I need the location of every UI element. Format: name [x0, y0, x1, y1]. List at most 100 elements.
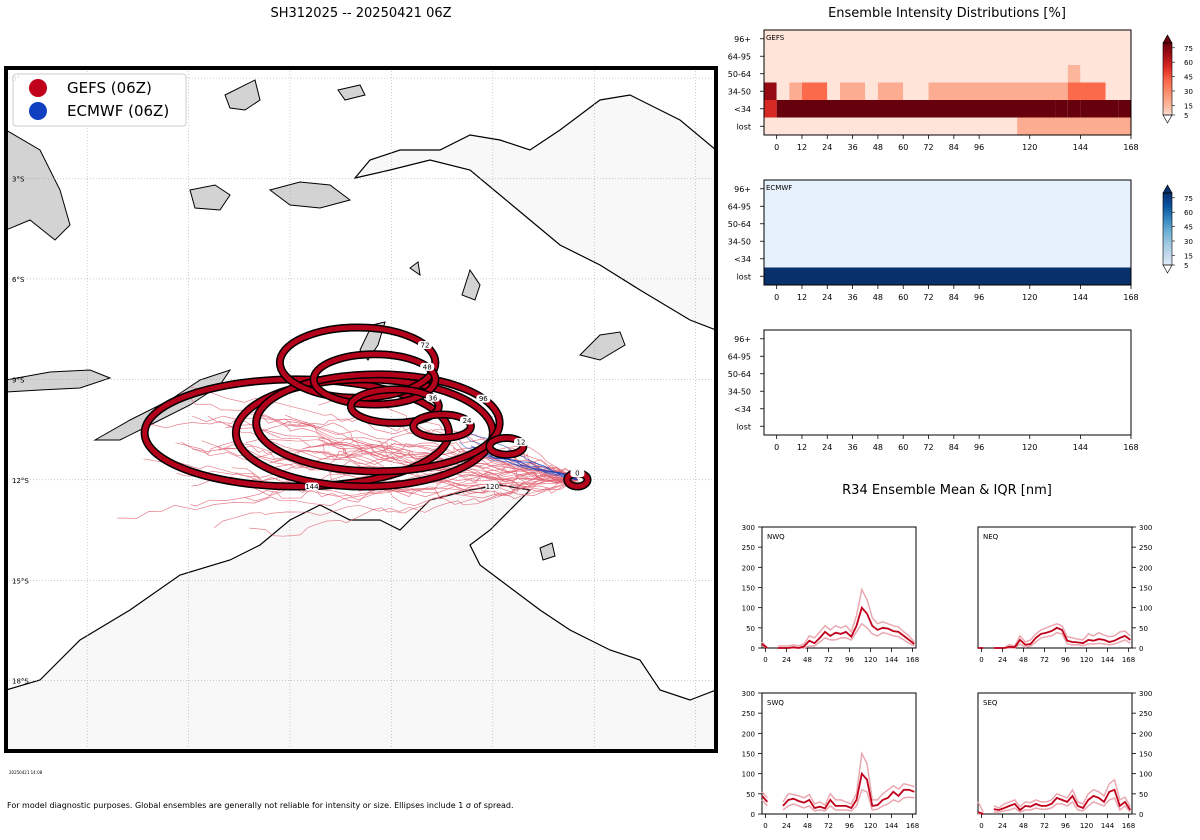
colorbar-swatch — [1163, 55, 1172, 58]
heatmap-x-label: 96 — [974, 443, 984, 452]
ellipse-label-72: 72 — [417, 341, 432, 350]
colorbar-swatch — [1163, 80, 1172, 84]
heatmap-cell — [928, 82, 1068, 100]
mean-line — [761, 771, 915, 810]
heatmap-cell — [1067, 82, 1106, 100]
colorbar-swatch — [1163, 52, 1172, 55]
map-legend: GEFS (06Z) ECMWF (06Z) — [12, 73, 187, 127]
colorbar-swatch — [1163, 227, 1172, 230]
new-guinea-land — [353, 94, 716, 331]
r34-frame — [761, 526, 917, 649]
heatmap-y-label: 64-95 — [728, 352, 751, 361]
colorbar-swatch — [1163, 243, 1172, 246]
colorbar-swatch — [1163, 239, 1172, 243]
r34-y-label: 200 — [1139, 730, 1152, 738]
heatmap-x-label: 120 — [1022, 293, 1037, 302]
r34-x-label: 48 — [1019, 822, 1028, 830]
heatmap-y-label: 64-95 — [728, 202, 751, 211]
colorbar-label: 5 — [1184, 262, 1188, 270]
gefs-member-track — [117, 477, 578, 519]
colorbar-swatch — [1163, 193, 1172, 196]
colorbar-label: 30 — [1184, 238, 1193, 246]
heatmap-y-label: 34-50 — [728, 387, 751, 396]
r34-frame — [761, 692, 917, 815]
r34-quadrant-label: NWQ — [767, 533, 785, 541]
lat-label: 6°S — [12, 276, 25, 284]
colorbar-label: 45 — [1184, 74, 1193, 82]
heatmap-x-label: 72 — [923, 143, 933, 152]
heatmap-x-label: 168 — [1123, 143, 1138, 152]
flores-land — [6, 369, 112, 393]
colorbar-extend-min — [1162, 264, 1173, 274]
r34-x-label: 96 — [845, 656, 854, 664]
colorbar-frame — [1162, 42, 1173, 116]
r34-title: R34 Ensemble Mean & IQR [nm] — [842, 483, 1052, 498]
r34-x-label: 0 — [763, 656, 767, 664]
heatmap-frame — [763, 179, 1132, 286]
colorbar-swatch — [1163, 257, 1172, 261]
colorbar-swatch — [1163, 61, 1172, 64]
ellipse-label-text: 48 — [423, 363, 432, 371]
r34-x-label: 0 — [979, 822, 983, 830]
colorbar-swatch — [1163, 86, 1172, 89]
footnote: For model diagnostic purposes. Global en… — [7, 801, 514, 810]
colorbar-swatch — [1163, 106, 1172, 109]
heatmap-cell — [776, 100, 1056, 118]
r34-y-label: 250 — [1139, 544, 1152, 552]
heatmap-x-label: 60 — [898, 143, 908, 152]
gefs-member-track — [308, 464, 578, 498]
heatmap-model-label: ECMWF — [766, 184, 792, 192]
colorbar-swatch — [1163, 259, 1172, 262]
heatmap-x-label: 144 — [1073, 293, 1088, 302]
heatmap-x-label: 72 — [923, 293, 933, 302]
colorbar-swatch — [1163, 216, 1172, 219]
colorbar-swatch — [1163, 66, 1172, 69]
colorbar-swatch — [1163, 89, 1172, 93]
ellipse-label-144: 144 — [304, 482, 319, 491]
ellipse-12h — [486, 435, 526, 458]
heatmap-cell — [776, 82, 790, 100]
gefs-member-track — [251, 411, 578, 481]
colorbar-frame — [1162, 192, 1173, 266]
heatmap-y-label: 64-95 — [728, 52, 751, 61]
heatmap-gefs: lost <34 34-50 50-64 64-95 96+ 0 12 24 36 48 60 72 84… — [728, 29, 1193, 152]
heatmap-cell — [764, 267, 1131, 285]
colorbar-swatch — [1163, 84, 1172, 87]
r34-x-label: 24 — [998, 656, 1007, 664]
heatmap-y-label: <34 — [734, 255, 751, 264]
r34-y-label: 150 — [742, 751, 755, 759]
colorbar-swatch — [1163, 48, 1172, 51]
colorbar-swatch — [1163, 73, 1172, 76]
colorbar-swatch — [1163, 205, 1172, 208]
heatmap-cell — [764, 180, 1131, 198]
heatmap-x-label: 72 — [923, 443, 933, 452]
heatmap-x-label: 24 — [822, 143, 832, 152]
colorbar-swatch — [1163, 229, 1172, 232]
r34-quadrant-label: SEQ — [983, 699, 998, 707]
ellipse-label-text: 72 — [421, 342, 430, 350]
heatmap-ecmwf: lost <34 34-50 50-64 64-95 96+ 0 12 24 36 48 60 72 84… — [728, 179, 1193, 302]
ellipse-24h — [410, 412, 474, 441]
r34-y-label: 250 — [1139, 710, 1152, 718]
colorbar-swatch — [1163, 50, 1172, 53]
colorbar-swatch — [1163, 220, 1172, 223]
lon-label: 135°E — [481, 763, 505, 772]
colorbar-swatch — [1163, 200, 1172, 203]
colorbar-label: 45 — [1184, 224, 1193, 232]
r34-x-label: 48 — [803, 656, 812, 664]
colorbar-label: 75 — [1184, 45, 1193, 53]
gefs-member-track — [254, 410, 578, 481]
colorbar-swatch — [1163, 211, 1172, 214]
gefs-member-track — [143, 458, 578, 490]
heatmap-cell — [1067, 100, 1081, 118]
intensity-heatmaps: lost <34 34-50 50-64 64-95 96+ 0 12 24 36 48 60 72 84… — [728, 29, 1193, 452]
r34-y-label: 50 — [746, 791, 755, 799]
ellipse-36h — [348, 386, 442, 426]
heatmap-cell — [764, 197, 1131, 215]
colorbar-extend-min — [1162, 114, 1173, 124]
r34-y-label: 100 — [742, 771, 755, 779]
r34-x-label: 144 — [1101, 822, 1115, 830]
colorbar-swatch — [1163, 207, 1172, 210]
heatmap-x-label: 0 — [774, 143, 779, 152]
